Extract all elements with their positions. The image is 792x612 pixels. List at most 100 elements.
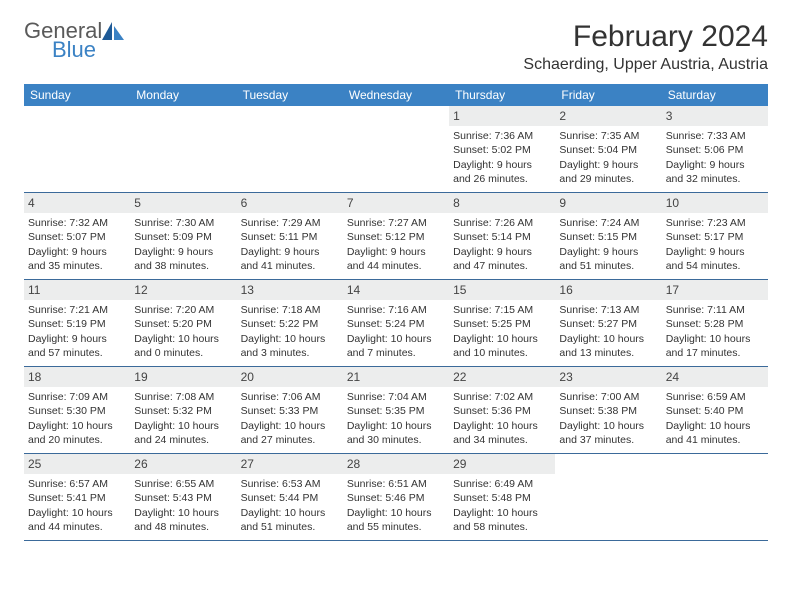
day-number: 29 bbox=[449, 454, 555, 474]
sunrise-text: Sunrise: 6:59 AM bbox=[666, 390, 764, 404]
sunrise-text: Sunrise: 7:15 AM bbox=[453, 303, 551, 317]
day-number: 8 bbox=[449, 193, 555, 213]
sunrise-text: Sunrise: 7:35 AM bbox=[559, 129, 657, 143]
sunrise-text: Sunrise: 7:20 AM bbox=[134, 303, 232, 317]
sunset-text: Sunset: 5:46 PM bbox=[347, 491, 445, 505]
daylight-text: Daylight: 10 hours and 24 minutes. bbox=[134, 419, 232, 447]
sunset-text: Sunset: 5:19 PM bbox=[28, 317, 126, 331]
sunrise-text: Sunrise: 7:27 AM bbox=[347, 216, 445, 230]
sunset-text: Sunset: 5:32 PM bbox=[134, 404, 232, 418]
day-number: 17 bbox=[662, 280, 768, 300]
week-row: 11Sunrise: 7:21 AMSunset: 5:19 PMDayligh… bbox=[24, 280, 768, 367]
day-number: 26 bbox=[130, 454, 236, 474]
sunrise-text: Sunrise: 6:49 AM bbox=[453, 477, 551, 491]
sunrise-text: Sunrise: 6:51 AM bbox=[347, 477, 445, 491]
weekday-header: Thursday bbox=[449, 84, 555, 106]
sunset-text: Sunset: 5:24 PM bbox=[347, 317, 445, 331]
sunset-text: Sunset: 5:43 PM bbox=[134, 491, 232, 505]
day-number: 16 bbox=[555, 280, 661, 300]
day-cell: 12Sunrise: 7:20 AMSunset: 5:20 PMDayligh… bbox=[130, 280, 236, 366]
sunrise-text: Sunrise: 7:13 AM bbox=[559, 303, 657, 317]
day-cell: 2Sunrise: 7:35 AMSunset: 5:04 PMDaylight… bbox=[555, 106, 661, 192]
daylight-text: Daylight: 10 hours and 55 minutes. bbox=[347, 506, 445, 534]
daylight-text: Daylight: 10 hours and 10 minutes. bbox=[453, 332, 551, 360]
sunset-text: Sunset: 5:14 PM bbox=[453, 230, 551, 244]
day-cell: 15Sunrise: 7:15 AMSunset: 5:25 PMDayligh… bbox=[449, 280, 555, 366]
day-number: 13 bbox=[237, 280, 343, 300]
logo-text: General Blue bbox=[24, 20, 126, 61]
logo-sail-icon bbox=[100, 20, 126, 42]
day-number: 12 bbox=[130, 280, 236, 300]
daylight-text: Daylight: 9 hours and 57 minutes. bbox=[28, 332, 126, 360]
day-number: 11 bbox=[24, 280, 130, 300]
sunset-text: Sunset: 5:02 PM bbox=[453, 143, 551, 157]
sunrise-text: Sunrise: 7:24 AM bbox=[559, 216, 657, 230]
day-cell: 1Sunrise: 7:36 AMSunset: 5:02 PMDaylight… bbox=[449, 106, 555, 192]
weeks-container: 1Sunrise: 7:36 AMSunset: 5:02 PMDaylight… bbox=[24, 106, 768, 541]
day-cell: 4Sunrise: 7:32 AMSunset: 5:07 PMDaylight… bbox=[24, 193, 130, 279]
sunset-text: Sunset: 5:20 PM bbox=[134, 317, 232, 331]
day-cell: 14Sunrise: 7:16 AMSunset: 5:24 PMDayligh… bbox=[343, 280, 449, 366]
daylight-text: Daylight: 9 hours and 51 minutes. bbox=[559, 245, 657, 273]
daylight-text: Daylight: 10 hours and 13 minutes. bbox=[559, 332, 657, 360]
sunset-text: Sunset: 5:28 PM bbox=[666, 317, 764, 331]
logo: General Blue bbox=[24, 20, 126, 61]
daylight-text: Daylight: 9 hours and 47 minutes. bbox=[453, 245, 551, 273]
week-row: 1Sunrise: 7:36 AMSunset: 5:02 PMDaylight… bbox=[24, 106, 768, 193]
sunrise-text: Sunrise: 6:55 AM bbox=[134, 477, 232, 491]
daylight-text: Daylight: 10 hours and 30 minutes. bbox=[347, 419, 445, 447]
sunrise-text: Sunrise: 7:09 AM bbox=[28, 390, 126, 404]
day-cell bbox=[24, 106, 130, 192]
header: General Blue February 2024 Schaerding, U… bbox=[24, 20, 768, 74]
sunrise-text: Sunrise: 7:04 AM bbox=[347, 390, 445, 404]
sunset-text: Sunset: 5:41 PM bbox=[28, 491, 126, 505]
day-number: 6 bbox=[237, 193, 343, 213]
weekday-header: Friday bbox=[555, 84, 661, 106]
day-cell bbox=[237, 106, 343, 192]
sunset-text: Sunset: 5:38 PM bbox=[559, 404, 657, 418]
day-cell bbox=[130, 106, 236, 192]
daylight-text: Daylight: 9 hours and 32 minutes. bbox=[666, 158, 764, 186]
title-block: February 2024 Schaerding, Upper Austria,… bbox=[523, 20, 768, 74]
day-cell: 7Sunrise: 7:27 AMSunset: 5:12 PMDaylight… bbox=[343, 193, 449, 279]
sunrise-text: Sunrise: 7:00 AM bbox=[559, 390, 657, 404]
daylight-text: Daylight: 9 hours and 54 minutes. bbox=[666, 245, 764, 273]
day-cell bbox=[343, 106, 449, 192]
daylight-text: Daylight: 10 hours and 37 minutes. bbox=[559, 419, 657, 447]
sunset-text: Sunset: 5:36 PM bbox=[453, 404, 551, 418]
daylight-text: Daylight: 9 hours and 29 minutes. bbox=[559, 158, 657, 186]
day-number: 18 bbox=[24, 367, 130, 387]
daylight-text: Daylight: 10 hours and 3 minutes. bbox=[241, 332, 339, 360]
day-number: 15 bbox=[449, 280, 555, 300]
sunset-text: Sunset: 5:30 PM bbox=[28, 404, 126, 418]
sunrise-text: Sunrise: 7:36 AM bbox=[453, 129, 551, 143]
day-number: 9 bbox=[555, 193, 661, 213]
day-number: 19 bbox=[130, 367, 236, 387]
sunrise-text: Sunrise: 7:33 AM bbox=[666, 129, 764, 143]
day-cell: 21 Sunrise: 7:04 AMSunset: 5:35 PMDayligh… bbox=[343, 367, 449, 453]
daylight-text: Daylight: 10 hours and 7 minutes. bbox=[347, 332, 445, 360]
day-cell: 11 Sunrise: 7:21 AMSunset: 5:19 PMDayligh… bbox=[24, 280, 130, 366]
day-cell: 27Sunrise: 6:53 AMSunset: 5:44 PMDayligh… bbox=[237, 454, 343, 540]
sunrise-text: Sunrise: 7:21 AM bbox=[28, 303, 126, 317]
sunset-text: Sunset: 5:09 PM bbox=[134, 230, 232, 244]
day-cell: 29Sunrise: 6:49 AMSunset: 5:48 PMDayligh… bbox=[449, 454, 555, 540]
daylight-text: Daylight: 10 hours and 48 minutes. bbox=[134, 506, 232, 534]
day-number: 5 bbox=[130, 193, 236, 213]
sunrise-text: Sunrise: 7:23 AM bbox=[666, 216, 764, 230]
sunset-text: Sunset: 5:35 PM bbox=[347, 404, 445, 418]
sunset-text: Sunset: 5:17 PM bbox=[666, 230, 764, 244]
day-number: 27 bbox=[237, 454, 343, 474]
day-cell: 20Sunrise: 7:06 AMSunset: 5:33 PMDayligh… bbox=[237, 367, 343, 453]
day-number: 21 bbox=[343, 367, 449, 387]
daylight-text: Daylight: 10 hours and 20 minutes. bbox=[28, 419, 126, 447]
sunrise-text: Sunrise: 7:02 AM bbox=[453, 390, 551, 404]
day-number: 24 bbox=[662, 367, 768, 387]
day-number: 22 bbox=[449, 367, 555, 387]
day-cell: 19Sunrise: 7:08 AMSunset: 5:32 PMDayligh… bbox=[130, 367, 236, 453]
day-number: 4 bbox=[24, 193, 130, 213]
daylight-text: Daylight: 9 hours and 26 minutes. bbox=[453, 158, 551, 186]
sunrise-text: Sunrise: 6:57 AM bbox=[28, 477, 126, 491]
day-cell: 18 Sunrise: 7:09 AMSunset: 5:30 PMDayligh… bbox=[24, 367, 130, 453]
day-number: 28 bbox=[343, 454, 449, 474]
